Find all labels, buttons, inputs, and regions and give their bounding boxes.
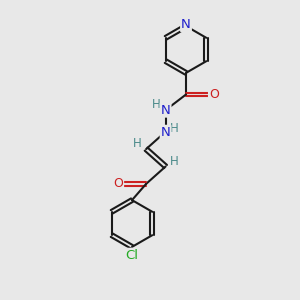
- Text: H: H: [152, 98, 161, 111]
- Text: N: N: [161, 126, 170, 139]
- Text: H: H: [169, 155, 178, 169]
- Text: N: N: [181, 18, 191, 31]
- Text: N: N: [161, 103, 170, 117]
- Text: Cl: Cl: [125, 249, 139, 262]
- Text: H: H: [133, 137, 142, 150]
- Text: O: O: [209, 88, 219, 101]
- Text: H: H: [170, 122, 179, 135]
- Text: O: O: [113, 177, 123, 190]
